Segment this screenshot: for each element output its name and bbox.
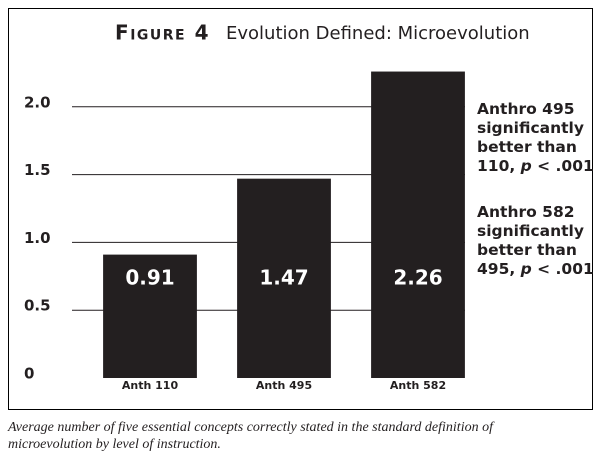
y-tick-label: 1.5: [24, 161, 51, 179]
chart-title: Evolution Defined: Microevolution: [226, 23, 530, 44]
annotation-text: p: [520, 157, 532, 175]
y-tick-label: 1.0: [24, 229, 51, 247]
annotation-text: Anthro 495 significantly better than 110…: [477, 100, 584, 175]
caption: Average number of five essential concept…: [8, 420, 493, 452]
y-tick-label: 0: [24, 365, 34, 383]
y-tick-label: 2.0: [24, 93, 51, 111]
bar: [371, 71, 465, 378]
x-tick-label: Anth 582: [390, 379, 446, 392]
annotation: Anthro 582 significantly better than 495…: [477, 203, 595, 279]
y-tick-label: 0.5: [24, 297, 51, 315]
frame: [8, 8, 593, 410]
annotation-text: Anthro 582 significantly better than 495…: [477, 203, 584, 278]
value-label: 1.47: [259, 266, 308, 290]
bar: [103, 254, 197, 378]
value-label: 0.91: [125, 266, 174, 290]
annotation-text: < .001: [531, 260, 594, 278]
x-tick-label: Anth 110: [122, 379, 179, 392]
x-tick-label: Anth 495: [256, 379, 312, 392]
bar: [237, 178, 331, 378]
annotation-text: p: [520, 260, 532, 278]
value-label: 2.26: [393, 266, 442, 290]
figure-label: Figure 4: [115, 21, 210, 45]
annotation-text: < .001: [531, 157, 594, 175]
annotation: Anthro 495 significantly better than 110…: [477, 100, 595, 176]
